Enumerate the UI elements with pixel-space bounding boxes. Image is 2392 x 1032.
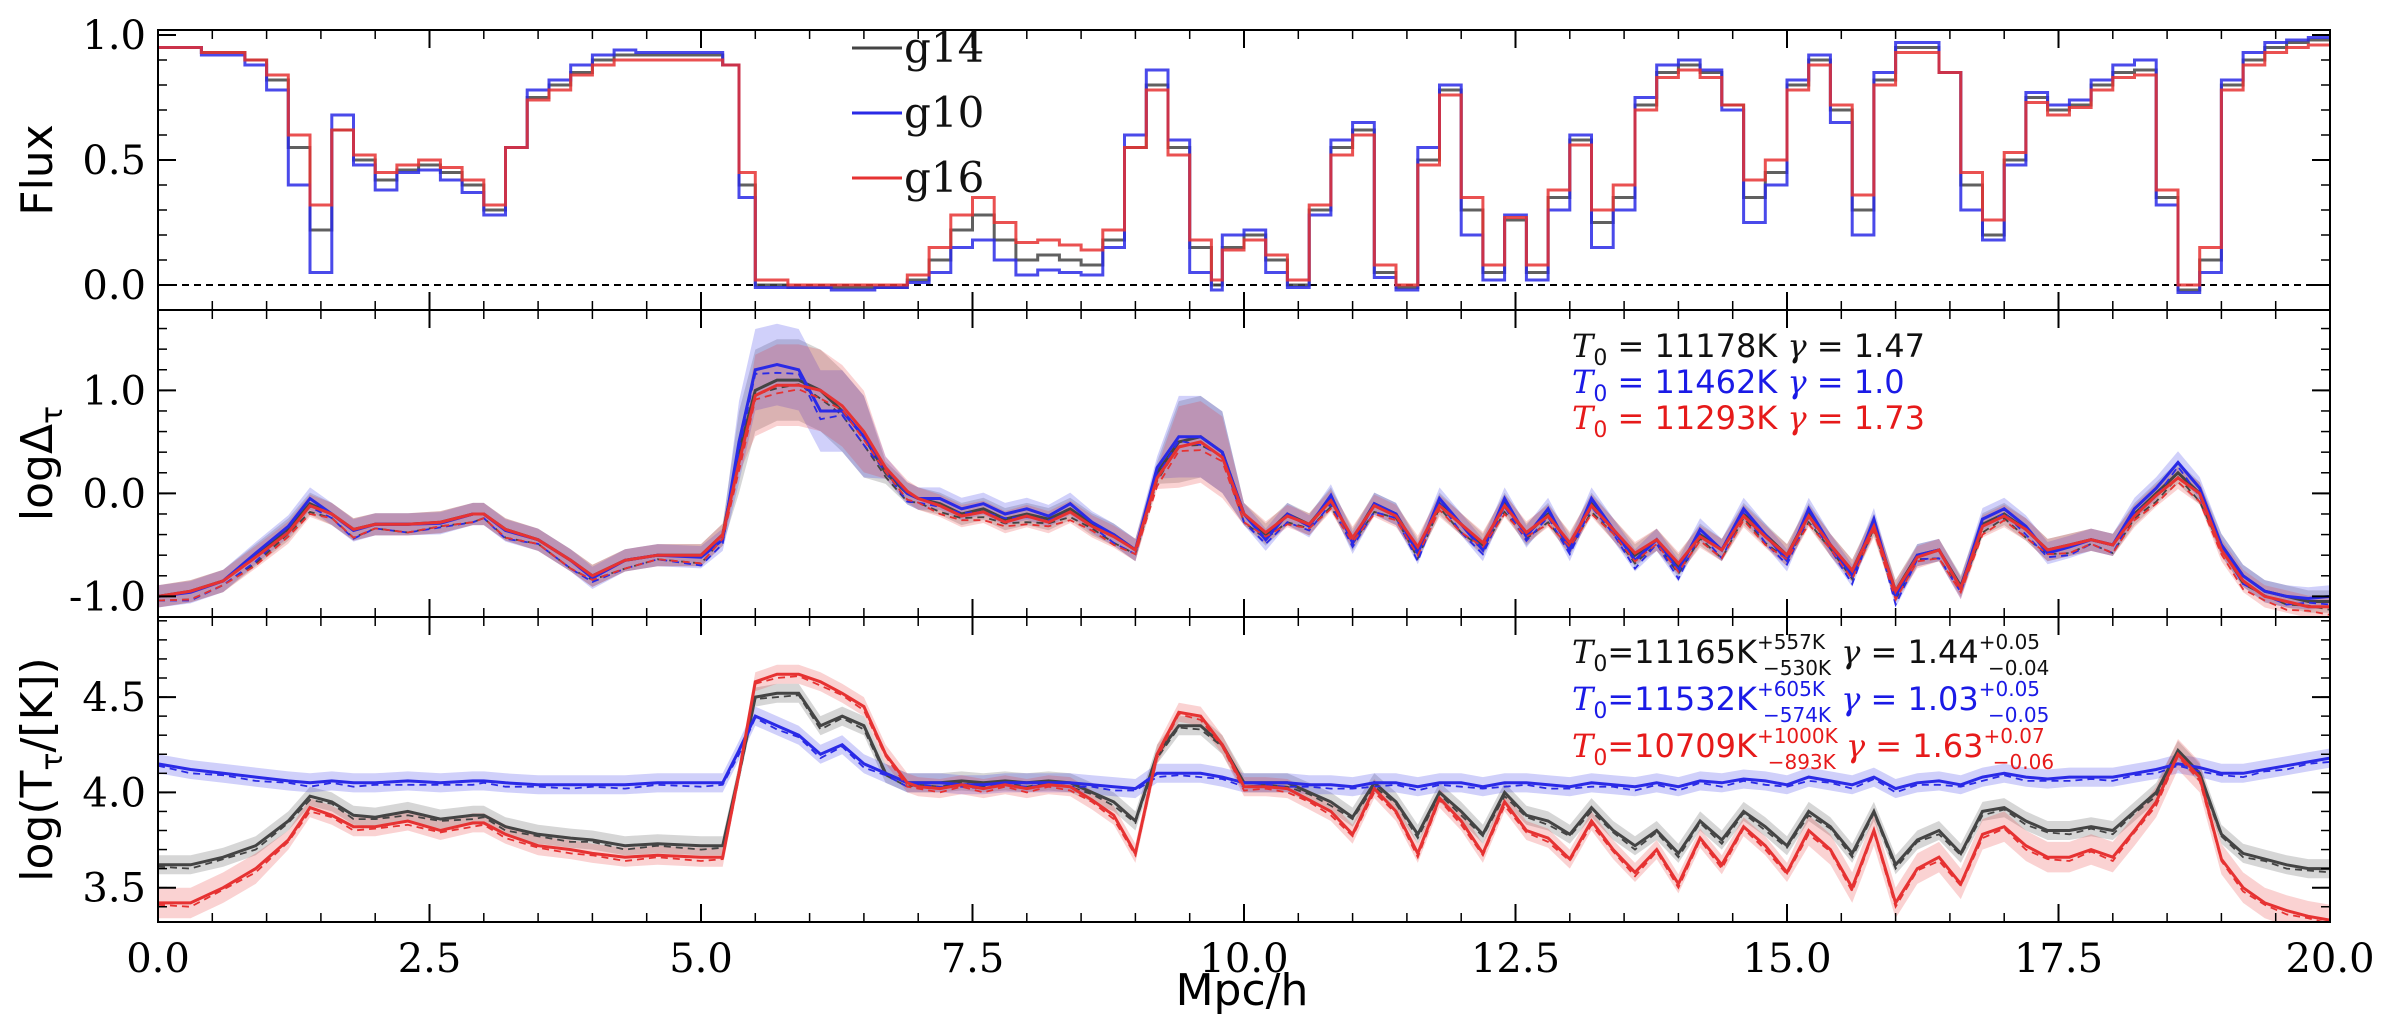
line-flux-g16 <box>158 43 2330 287</box>
logT-t0-plus-g14: +557K <box>1757 630 1826 654</box>
dashed-line-logT-g10 <box>158 716 2330 794</box>
dashed-line-logdelta-g16 <box>158 388 2330 616</box>
y-tick-label-logT: 4.5 <box>82 675 146 721</box>
dashed-line-logdelta-g14 <box>158 383 2330 611</box>
y-tick-label-flux: 1.0 <box>82 13 146 59</box>
logdelta-annotation-g10: T0 = 11462K γ = 1.0 <box>1572 363 1905 407</box>
x-tick-label: 5.0 <box>669 936 733 982</box>
y-tick-label-flux: 0.5 <box>82 138 146 184</box>
logdelta-annotations: T0 = 11178K γ = 1.47 T0 = 11462K γ = 1.0… <box>1572 327 1925 443</box>
legend-label-g16: g16 <box>904 153 984 202</box>
y-axis-label-logT: log(Tτ/[K]) <box>12 657 70 881</box>
x-tick-label: 15.0 <box>1742 936 1831 982</box>
y-tick-label-logdelta: -1.0 <box>69 574 146 620</box>
y-axis-label-logdelta: logΔτ <box>12 406 70 521</box>
logT-t0-minus-g14: −530K <box>1763 656 1832 680</box>
panel-logT-data <box>158 664 2330 922</box>
logT-gamma-plus-g10: +0.05 <box>1979 677 2040 701</box>
logT-gamma-g16: 1.63 <box>1912 727 1983 765</box>
logdelta-t0-g16: 11293K <box>1655 399 1779 437</box>
frame-layer: 0.0 0.5 1.0 Flux -1.0 0.0 1.0 logΔτ 3.5 4.0 4.5 log… <box>12 13 2375 982</box>
logT-gamma-minus-g10: −0.05 <box>1988 703 2049 727</box>
y-tick-label-logT: 4.0 <box>82 770 146 816</box>
x-tick-label: 20.0 <box>2285 936 2374 982</box>
logdelta-gamma-g16: 1.73 <box>1854 399 1925 437</box>
logdelta-t0-g10: 11462K <box>1655 363 1779 401</box>
dashed-line-logT-g16 <box>158 675 2327 922</box>
logT-t0-plus-g10: +605K <box>1757 677 1826 701</box>
x-tick-label: 0.0 <box>126 936 190 982</box>
line-logT-g16 <box>158 672 2330 922</box>
logdelta-gamma-g10: 1.0 <box>1854 363 1905 401</box>
panel-logdelta-data <box>158 323 2330 617</box>
x-axis-label: Mpc/h <box>1176 965 1309 1016</box>
logT-gamma-plus-g16: +0.07 <box>1983 724 2044 748</box>
x-tick-label: 7.5 <box>941 936 1005 982</box>
y-tick-label-flux: 0.0 <box>82 263 146 309</box>
x-tick-label: 2.5 <box>398 936 462 982</box>
logT-gamma-minus-g14: −0.04 <box>1988 656 2049 680</box>
legend-label-g14: g14 <box>904 23 984 72</box>
x-tick-label: 12.5 <box>1471 936 1560 982</box>
logT-gamma-g10: 1.03 <box>1907 680 1978 718</box>
logT-annotation-g10: T0=11532K+605K −574K γ = 1.03+0.05 −0.05 <box>1572 677 2049 727</box>
panel-flux-data <box>158 36 2330 294</box>
logT-t0-plus-g16: +1000K <box>1757 724 1839 748</box>
logdelta-annotation-g14: T0 = 11178K γ = 1.47 <box>1572 327 1925 371</box>
logdelta-annotation-g16: T0 = 11293K γ = 1.73 <box>1572 399 1925 443</box>
logT-gamma-minus-g16: −0.06 <box>1993 750 2054 774</box>
band-logdelta-g14 <box>158 339 2330 613</box>
logT-annotations: T0=11165K+557K −530K γ = 1.44+0.05 −0.04 T… <box>1572 630 2054 774</box>
logT-t0-minus-g16: −893K <box>1768 750 1837 774</box>
line-logdelta-g16 <box>158 383 2330 609</box>
x-tick-label: 10.0 <box>1199 936 1288 982</box>
y-axis-label-flux: Flux <box>12 124 63 215</box>
legend: g14 g10 g16 <box>852 23 984 202</box>
logT-annotation-g14: T0=11165K+557K −530K γ = 1.44+0.05 −0.04 <box>1572 630 2049 680</box>
logT-t0-g10: 11532K <box>1634 680 1758 718</box>
logT-t0-g14: 11165K <box>1634 633 1758 671</box>
logdelta-gamma-g14: 1.47 <box>1854 327 1925 365</box>
plot-layer <box>158 36 2330 922</box>
logT-annotation-g16: T0=10709K+1000K −893K γ = 1.63+0.07 −0.06 <box>1572 724 2054 774</box>
y-tick-label-logT: 3.5 <box>82 866 146 912</box>
logdelta-t0-g14: 11178K <box>1655 327 1779 365</box>
logT-t0-minus-g10: −574K <box>1763 703 1832 727</box>
x-tick-label: 17.5 <box>2014 936 2103 982</box>
logT-gamma-plus-g14: +0.05 <box>1979 630 2040 654</box>
y-tick-label-logdelta: 0.0 <box>82 471 146 517</box>
legend-label-g10: g10 <box>904 88 984 137</box>
y-tick-label-logdelta: 1.0 <box>82 368 146 414</box>
dashed-line-logT-g14 <box>158 694 2330 874</box>
line-logT-g10 <box>158 714 2330 791</box>
logT-t0-g16: 10709K <box>1634 727 1758 765</box>
band-logdelta-g16 <box>158 344 2330 617</box>
logT-gamma-g14: 1.44 <box>1907 633 1978 671</box>
band-logT-g10 <box>158 706 2330 799</box>
line-logT-g14 <box>158 691 2330 871</box>
